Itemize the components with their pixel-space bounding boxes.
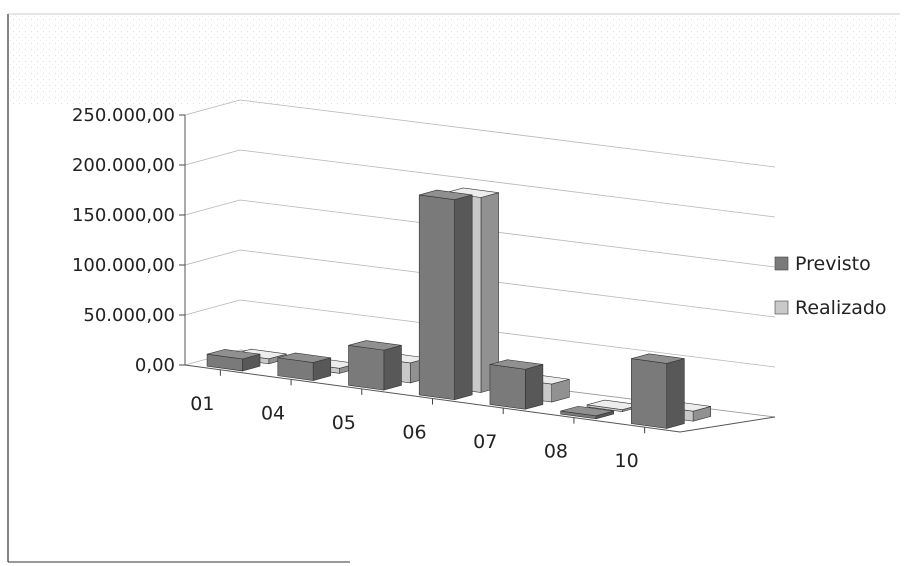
bars xyxy=(206,187,712,429)
gridlines xyxy=(184,99,776,418)
bar-top xyxy=(560,405,614,417)
x-category-label: 04 xyxy=(261,402,285,424)
x-category-label: 08 xyxy=(544,441,568,463)
y-tick-label: 100.000,00 xyxy=(72,255,175,276)
gridline xyxy=(184,299,776,368)
bar-previsto-05 xyxy=(348,340,402,391)
x-category-label: 10 xyxy=(615,450,639,472)
y-tick-label: 250.000,00 xyxy=(72,105,175,126)
legend: Previsto Realizado xyxy=(774,253,887,319)
bar-side xyxy=(383,344,402,391)
x-category-label: 07 xyxy=(473,431,497,453)
bar-top xyxy=(419,189,473,200)
bar-top xyxy=(631,353,685,364)
bar-side xyxy=(454,194,473,401)
scan-texture xyxy=(10,15,898,105)
bar-front xyxy=(489,364,526,410)
legend-swatch-realizado xyxy=(774,300,789,315)
bar-top xyxy=(277,352,331,363)
legend-label-previsto: Previsto xyxy=(795,253,871,275)
bar-front xyxy=(418,194,455,401)
legend-swatch-previsto xyxy=(774,256,789,271)
bar-top xyxy=(206,349,261,360)
bar-previsto-08 xyxy=(560,405,614,420)
bar-previsto-04 xyxy=(277,352,332,381)
bar-previsto-06 xyxy=(418,189,473,401)
floor-right-edge xyxy=(679,416,776,433)
bar-top xyxy=(489,359,543,370)
y-tick-label: 150.000,00 xyxy=(72,205,175,226)
bar-front xyxy=(348,344,385,391)
bar-previsto-10 xyxy=(631,353,685,429)
y-tick-labels: 0,00 50.000,00 100.000,00 150.000,00 200.000… xyxy=(72,105,175,376)
legend-label-realizado: Realizado xyxy=(795,297,887,319)
gridline xyxy=(184,149,776,218)
bar-top xyxy=(348,340,402,351)
bar-front xyxy=(631,358,668,429)
bar-side xyxy=(524,364,544,410)
gridline xyxy=(184,249,776,318)
x-category-label: 01 xyxy=(190,393,214,415)
gridline xyxy=(184,99,776,168)
x-category-label: 06 xyxy=(402,422,426,444)
bar-side xyxy=(480,192,499,393)
y-tick-label: 50.000,00 xyxy=(83,305,175,326)
y-tick-label: 200.000,00 xyxy=(72,155,175,176)
bar-previsto-07 xyxy=(489,359,544,410)
x-category-label: 05 xyxy=(332,412,356,434)
gridline xyxy=(184,199,776,268)
bar-previsto-01 xyxy=(206,349,261,372)
y-tick-label: 0,00 xyxy=(135,355,175,376)
bar-side xyxy=(666,358,685,429)
category-labels: 01 04 05 06 07 08 10 xyxy=(190,393,638,472)
